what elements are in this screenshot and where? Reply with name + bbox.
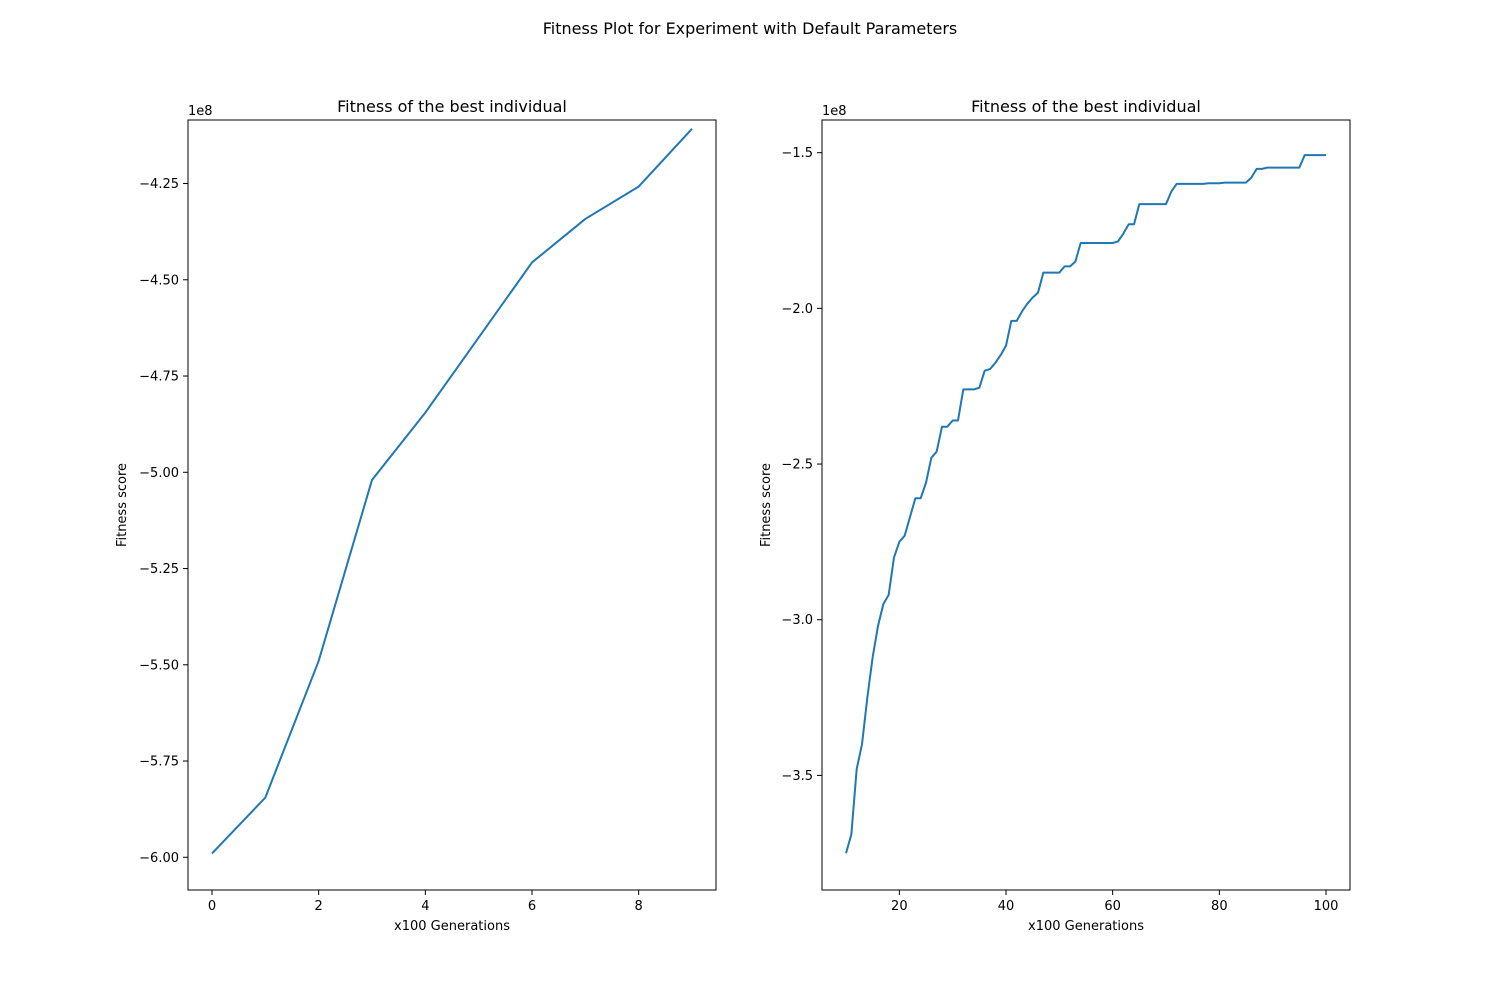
chart-right-y-tick-label-3: −2.0: [781, 302, 813, 317]
chart-left-axes-frame: [187, 119, 717, 891]
chart-left-x-tick-label-4: 8: [635, 899, 643, 914]
chart-left-y-tick-label-3: −5.25: [139, 562, 179, 577]
chart-left-y-tick-label-5: −4.75: [139, 370, 179, 385]
chart-right-x-tick-label-3: 80: [1211, 899, 1228, 914]
chart-left-y-tick-label-6: −4.50: [139, 273, 179, 288]
chart-left-y-tick-label-2: −5.50: [139, 658, 179, 673]
figure-suptitle: Fitness Plot for Experiment with Default…: [543, 19, 958, 38]
chart-left-title: Fitness of the best individual: [337, 97, 567, 116]
chart-right-series-line-0: [845, 154, 1326, 854]
chart-left-x-tick-label-0: 0: [208, 899, 216, 914]
chart-left-x-tick-label-2: 4: [421, 899, 429, 914]
chart-right-x-tick-label-0: 20: [891, 899, 908, 914]
chart-left-ylabel: Fitness score: [115, 463, 130, 547]
chart-right-y-tick-label-4: −1.5: [781, 146, 813, 161]
chart-left-x-tick-label-3: 6: [528, 899, 536, 914]
chart-left-y-tick-label-0: −6.00: [139, 851, 179, 866]
chart-right-x-tick-label-2: 60: [1104, 899, 1121, 914]
chart-right: Fitness of the best individual 1e8 x100 …: [759, 97, 1351, 934]
chart-right-title: Fitness of the best individual: [971, 97, 1201, 116]
chart-right-y-tick-label-1: −3.0: [781, 613, 813, 628]
chart-right-x-tick-label-4: 100: [1314, 899, 1339, 914]
chart-left-series-line-0: [211, 128, 693, 855]
chart-left: Fitness of the best individual 1e8 x100 …: [115, 97, 717, 934]
chart-left-y-offset-label: 1e8: [188, 104, 213, 119]
chart-left-y-tick-label-7: −4.25: [139, 177, 179, 192]
chart-right-y-tick-label-0: −3.5: [781, 769, 813, 784]
chart-right-y-tick-label-2: −2.5: [781, 458, 813, 473]
chart-right-xlabel: x100 Generations: [1028, 919, 1144, 934]
chart-left-y-tick-label-1: −5.75: [139, 755, 179, 770]
chart-left-x-tick-label-1: 2: [315, 899, 323, 914]
chart-left-y-tick-label-4: −5.00: [139, 466, 179, 481]
chart-right-y-offset-label: 1e8: [822, 104, 847, 119]
chart-right-axes-frame: [821, 119, 1351, 891]
chart-right-ylabel: Fitness score: [759, 463, 774, 547]
chart-right-x-tick-label-1: 40: [998, 899, 1015, 914]
chart-left-xlabel: x100 Generations: [394, 919, 510, 934]
